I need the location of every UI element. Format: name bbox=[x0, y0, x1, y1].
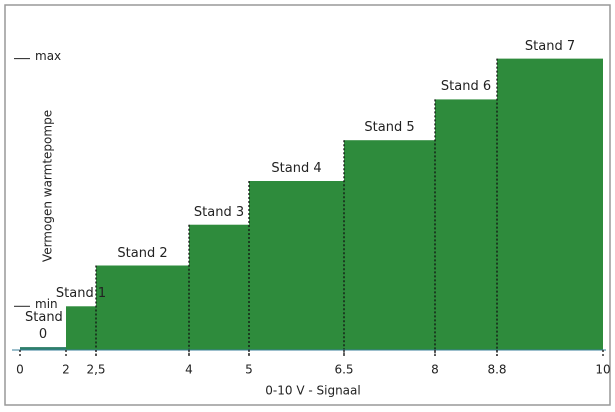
y-tick-label: min bbox=[35, 297, 58, 311]
step-bar bbox=[344, 140, 435, 350]
step-bar bbox=[249, 181, 344, 350]
step-label: Stand 2 bbox=[117, 245, 168, 261]
step-bar bbox=[20, 347, 66, 350]
x-tick-label: 5 bbox=[245, 363, 253, 377]
x-tick-label: 4 bbox=[185, 363, 193, 377]
step-bar bbox=[66, 306, 96, 350]
x-tick-label: 2,5 bbox=[86, 363, 105, 377]
step-label: Stand 5 bbox=[364, 120, 415, 136]
step-bar bbox=[189, 224, 249, 350]
x-tick-label: 10 bbox=[595, 363, 610, 377]
x-tick-label: 0 bbox=[16, 363, 24, 377]
step-label: Stand 0 bbox=[25, 310, 63, 343]
y-tick-label: max bbox=[35, 49, 61, 63]
step-label: Stand 1 bbox=[55, 286, 107, 302]
x-tick-label: 2 bbox=[62, 363, 70, 377]
y-axis-label: Vermogen warmtepompe bbox=[41, 110, 55, 262]
step-bar bbox=[96, 265, 189, 350]
step-label: Stand 6 bbox=[440, 79, 492, 95]
step-label: Stand 3 bbox=[193, 204, 245, 220]
step-bar bbox=[497, 58, 603, 350]
x-axis-label: 0-10 V - Signaal bbox=[265, 384, 360, 398]
x-tick-label: 8.8 bbox=[487, 363, 506, 377]
x-tick-label: 8 bbox=[431, 363, 439, 377]
step-label: Stand 7 bbox=[524, 38, 576, 54]
x-tick-label: 6.5 bbox=[334, 363, 353, 377]
step-bar bbox=[435, 99, 497, 351]
step-label: Stand 4 bbox=[271, 161, 322, 176]
